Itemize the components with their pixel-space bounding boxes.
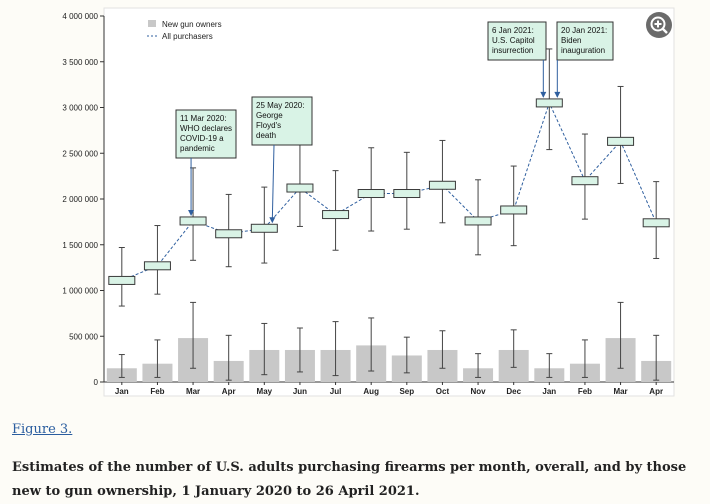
x-tick-label: May <box>257 387 273 396</box>
purchasers-point <box>286 183 314 193</box>
x-tick-label: Jul <box>330 387 342 396</box>
annotation-text: inauguration <box>561 46 605 55</box>
figure-link[interactable]: Figure 3. <box>12 422 73 437</box>
purchasers-point <box>428 180 456 190</box>
annotation-box <box>487 21 547 61</box>
purchasers-point <box>215 229 243 239</box>
y-tick-label: 4 000 000 <box>62 12 98 21</box>
x-tick-label: Aug <box>363 387 379 396</box>
purchasers-point <box>108 275 136 285</box>
annotation-text: 20 Jan 2021: <box>561 26 607 35</box>
y-tick-label: 500 000 <box>69 332 98 341</box>
annotation-arrowhead <box>554 91 561 98</box>
x-tick-label: Oct <box>436 387 450 396</box>
x-tick-label: Jan <box>115 387 129 396</box>
purchasers-point <box>500 205 528 215</box>
annotation-text: George <box>256 111 283 120</box>
annotation-box <box>251 96 313 146</box>
purchasers-point <box>607 136 635 146</box>
x-tick-label: Sep <box>399 387 414 396</box>
y-tick-label: 3 000 000 <box>62 104 98 113</box>
x-tick-label: Nov <box>471 387 487 396</box>
annotation-text: 25 May 2020: <box>256 101 304 110</box>
y-tick-label: 2 000 000 <box>62 195 98 204</box>
x-tick-label: Feb <box>578 387 592 396</box>
annotation-text: insurrection <box>492 46 533 55</box>
figure-chart: 0 500 000 1 000 000 1 500 000 2 000 000 2 500… <box>62 7 675 397</box>
annotation-arrowhead <box>188 209 195 216</box>
annotation-text: 11 Mar 2020: <box>180 114 227 123</box>
purchasers-point <box>393 189 421 199</box>
annotation-text: Floyd's <box>256 121 281 130</box>
annotation-arrow <box>271 144 275 221</box>
annotation-arrowhead <box>269 217 276 224</box>
annotation-text: 6 Jan 2021: <box>492 26 534 35</box>
magnify-plus-icon <box>650 16 668 34</box>
annotation-arrowhead <box>540 91 547 98</box>
chart-svg: 0 500 000 1 000 000 1 500 000 2 000 000 2 500… <box>62 7 675 397</box>
y-tick-label: 0 <box>94 378 99 387</box>
purchasers-line <box>121 101 657 281</box>
purchasers-point <box>357 189 385 199</box>
x-tick-label: Jan <box>542 387 556 396</box>
x-tick-label: Jun <box>293 387 307 396</box>
x-tick-label: Dec <box>506 387 521 396</box>
x-tick-label: Apr <box>222 387 236 396</box>
annotation-text: COVID-19 a <box>180 134 224 143</box>
purchasers-point <box>571 176 599 186</box>
annotation-text: death <box>256 131 276 140</box>
annotation-text: U.S. Capitol <box>492 36 535 45</box>
y-tick-label: 3 500 000 <box>62 58 98 67</box>
zoom-button[interactable] <box>646 12 672 38</box>
y-tick-label: 1 000 000 <box>62 287 98 296</box>
figure-caption: Estimates of the number of U.S. adults p… <box>12 460 687 499</box>
legend-label-new-owners: New gun owners <box>162 20 222 29</box>
x-tick-label: Apr <box>649 387 663 396</box>
purchasers-point <box>322 210 350 220</box>
purchasers-point <box>250 223 278 233</box>
x-tick-label: Mar <box>613 387 627 396</box>
annotation-text: Biden <box>561 36 581 45</box>
annotation-text: pandemic <box>180 144 215 153</box>
x-tick-label: Feb <box>150 387 164 396</box>
annotation-text: WHO declares <box>180 124 232 133</box>
purchasers-point <box>179 216 207 226</box>
y-tick-label: 1 500 000 <box>62 241 98 250</box>
x-tick-label: Mar <box>186 387 200 396</box>
purchasers-point <box>535 98 563 108</box>
legend-swatch-new-owners <box>148 20 156 27</box>
annotation-box <box>556 21 614 61</box>
purchasers-point <box>642 218 670 228</box>
legend-label-purchasers: All purchasers <box>162 32 213 41</box>
y-tick-label: 2 500 000 <box>62 149 98 158</box>
purchasers-point <box>143 261 171 271</box>
plot-area <box>103 7 675 397</box>
annotation-box <box>175 109 237 159</box>
purchasers-point <box>464 216 492 226</box>
